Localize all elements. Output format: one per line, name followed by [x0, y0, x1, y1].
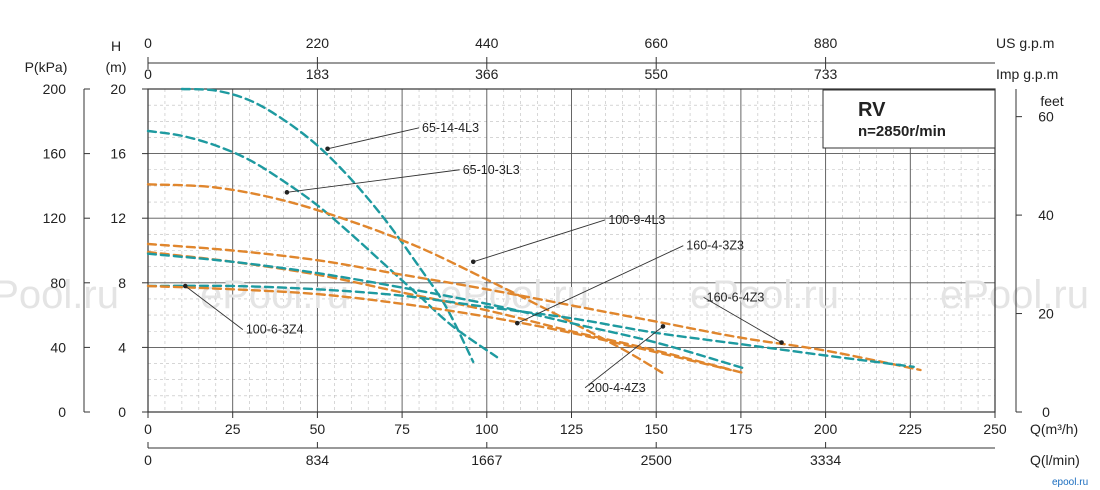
- lmin-tick-label: 1667: [471, 452, 502, 468]
- callout-leader: [584, 326, 664, 389]
- callout-dot: [182, 283, 188, 289]
- callout-leader: [517, 245, 684, 324]
- watermark-text: ePool.ru: [0, 273, 119, 317]
- kpa-tick-label: 120: [43, 210, 67, 226]
- callout-dot: [325, 146, 330, 152]
- watermark-text: ePool.ru: [690, 273, 839, 317]
- x-tick-label: 125: [560, 421, 584, 437]
- kpa-tick-label: 40: [50, 339, 66, 355]
- imp-gpm-tick-label: 550: [645, 66, 669, 82]
- feet-tick-label: 0: [1042, 404, 1050, 420]
- y-tick-label: 0: [118, 404, 126, 420]
- logo: epool.ru: [1052, 477, 1088, 488]
- x-tick-label: 150: [645, 421, 669, 437]
- us-gpm-tick-label: 440: [475, 35, 499, 51]
- us-gpm-label: US g.p.m: [996, 35, 1054, 51]
- callout-label: 160-4-3Z3: [686, 239, 744, 253]
- lmin-tick-label: 2500: [641, 452, 672, 468]
- x-tick-label: 175: [729, 421, 753, 437]
- callout-leader: [184, 285, 244, 330]
- x-tick-label: 75: [394, 421, 410, 437]
- kpa-tick-label: 80: [50, 275, 66, 291]
- watermark-text: ePool.ru: [200, 273, 349, 317]
- y-tick-label: 12: [110, 210, 126, 226]
- y-tick-label: 8: [118, 275, 126, 291]
- x-tick-label: 250: [983, 421, 1007, 437]
- callout-dot: [470, 259, 476, 265]
- lmin-tick-label: 3334: [810, 452, 841, 468]
- feet-tick-label: 40: [1038, 207, 1054, 223]
- feet-tick-label: 20: [1038, 306, 1054, 322]
- kpa-tick-label: 200: [43, 81, 67, 97]
- callout-layer: 65-14-4L3 65-10-3L3 100-9-4L3 160-4-3Z3 160-…: [182, 121, 784, 395]
- y-axis-label: H: [111, 38, 121, 54]
- us-gpm-tick-label: 0: [144, 35, 152, 51]
- imp-gpm-tick-label: 0: [144, 66, 152, 82]
- lmin-axis-label: Q(l/min): [1030, 452, 1080, 468]
- info-box: RV n=2850r/min: [822, 89, 996, 149]
- imp-gpm-tick-label: 183: [306, 66, 330, 82]
- chart-title: RV: [858, 99, 886, 121]
- chart-subtitle: n=2850r/min: [858, 123, 946, 140]
- x-tick-label: 25: [225, 421, 241, 437]
- kpa-tick-label: 160: [43, 146, 67, 162]
- x-tick-label: 50: [310, 421, 326, 437]
- us-gpm-tick-label: 660: [645, 35, 669, 51]
- feet-axis-label: feet: [1040, 93, 1063, 109]
- callout-label: 160-6-4Z3: [707, 290, 765, 304]
- callout-label: 65-14-4L3: [422, 121, 479, 135]
- callout-label: 100-9-4L3: [608, 213, 665, 227]
- curve-100-6-3z4: [146, 252, 746, 370]
- us-gpm-tick-label: 880: [814, 35, 838, 51]
- callout-dot: [514, 320, 520, 326]
- y-axis-unit: (m): [106, 59, 127, 75]
- callout-label: 100-6-3Z4: [246, 323, 304, 337]
- y-tick-label: 16: [110, 146, 126, 162]
- imp-gpm-tick-label: 733: [814, 66, 838, 82]
- y-tick-label: 20: [110, 81, 126, 97]
- callout-label: 65-10-3L3: [463, 163, 520, 177]
- callout-dot: [660, 324, 666, 329]
- info-box-frame: [822, 89, 996, 149]
- x-axis-label: Q(m³/h): [1030, 421, 1078, 437]
- imp-gpm-label: Imp g.p.m: [996, 66, 1058, 82]
- callout-leader: [703, 296, 782, 343]
- watermark-text: ePool.ru: [940, 273, 1089, 317]
- imp-gpm-tick-label: 366: [475, 66, 499, 82]
- curve-unlabeled: [146, 284, 732, 372]
- x-tick-label: 100: [475, 421, 499, 437]
- kpa-axis-label: P(kPa): [25, 59, 68, 75]
- kpa-tick-label: 0: [58, 404, 66, 420]
- callout-leader: [327, 127, 420, 150]
- major-grid: [148, 89, 995, 412]
- curve-65-14-4l3: [180, 87, 475, 364]
- feet-tick-label: 60: [1038, 109, 1054, 125]
- lmin-tick-label: 0: [144, 452, 152, 468]
- series-layer: [146, 87, 922, 375]
- y-tick-label: 4: [118, 339, 126, 355]
- curve-100-9-4l3: [146, 183, 665, 375]
- axes-layer: 0 25 50 75 100 125 150 175 200 225 250 Q(m³/h)0 834 1…: [25, 35, 1080, 468]
- x-tick-label: 200: [814, 421, 838, 437]
- curve-65-10-3l3: [146, 129, 499, 359]
- callout-dot: [284, 190, 290, 195]
- callout-leader: [473, 219, 606, 263]
- lmin-tick-label: 834: [306, 452, 330, 468]
- curve-200-4-4z3: [146, 284, 915, 368]
- callout-leader: [286, 169, 460, 193]
- callout-dot: [779, 340, 784, 345]
- x-tick-label: 225: [899, 421, 923, 437]
- us-gpm-tick-label: 220: [306, 35, 330, 51]
- callout-label: 200-4-4Z3: [588, 381, 646, 395]
- x-tick-label: 0: [144, 421, 152, 437]
